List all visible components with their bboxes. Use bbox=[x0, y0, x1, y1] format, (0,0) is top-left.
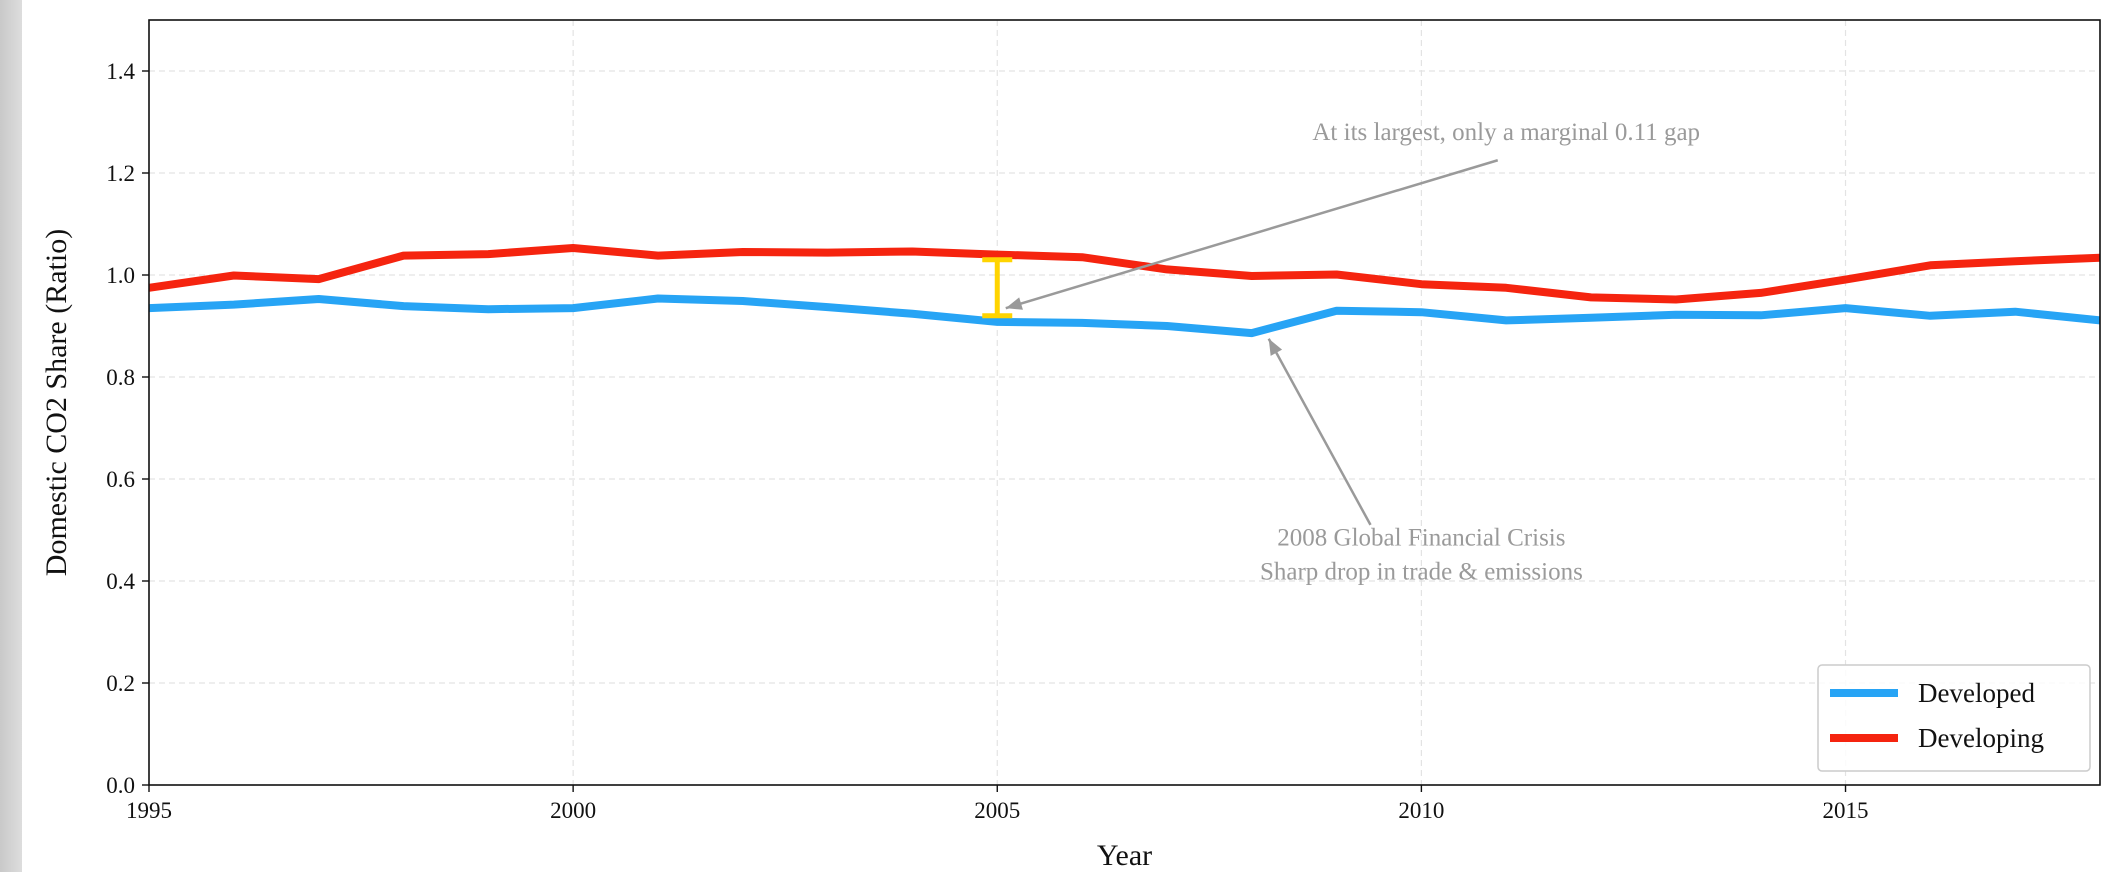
y-tick-label: 0.2 bbox=[106, 671, 135, 696]
y-tick-label: 0.0 bbox=[106, 773, 135, 798]
y-tick-label: 0.4 bbox=[106, 569, 135, 594]
y-tick-label: 0.8 bbox=[106, 365, 135, 390]
legend-label-developing: Developing bbox=[1918, 723, 2044, 753]
x-tick-label: 2015 bbox=[1823, 798, 1869, 823]
grid bbox=[148, 20, 2100, 786]
gap-annotation-text: At its largest, only a marginal 0.11 gap bbox=[1312, 119, 1700, 146]
y-tick-label: 1.0 bbox=[106, 263, 135, 288]
plot-border bbox=[148, 19, 2101, 786]
x-tick-label: 1995 bbox=[126, 798, 172, 823]
crisis-arrow-head bbox=[1268, 338, 1283, 356]
x-tick-label: 2000 bbox=[550, 798, 596, 823]
x-tick-label: 2010 bbox=[1398, 798, 1444, 823]
y-tick-label: 1.4 bbox=[106, 59, 135, 84]
gap-marker-layer bbox=[982, 257, 1013, 319]
gap-arrow-line bbox=[1005, 159, 1499, 310]
crisis-arrow-line bbox=[1267, 338, 1372, 526]
legend-label-developed: Developed bbox=[1918, 678, 2035, 708]
x-axis-title: Year bbox=[1097, 839, 1152, 872]
y-tick-label: 0.6 bbox=[106, 467, 135, 492]
series-lines bbox=[148, 244, 2101, 338]
y-axis-title: Domestic CO2 Share (Ratio) bbox=[40, 229, 73, 576]
developed-line bbox=[148, 294, 2101, 338]
crisis-annotation-text: Sharp drop in trade & emissions bbox=[1260, 558, 1583, 585]
annotations: At its largest, only a marginal 0.11 gap… bbox=[1005, 119, 1700, 585]
window-edge bbox=[0, 0, 22, 872]
x-tick-label: 2005 bbox=[974, 798, 1020, 823]
crisis-annotation-text: 2008 Global Financial Crisis bbox=[1277, 524, 1565, 551]
y-tick-label: 1.2 bbox=[106, 161, 135, 186]
axis-ticks: 1995 2000 2005 2010 2015 0.0 0.2 0.4 0.6 0.8 1.0 1.… bbox=[106, 59, 1868, 823]
legend: Developed Developing bbox=[1817, 664, 2091, 772]
gap-arrow-head bbox=[1005, 297, 1023, 310]
developing-line bbox=[148, 244, 2101, 304]
